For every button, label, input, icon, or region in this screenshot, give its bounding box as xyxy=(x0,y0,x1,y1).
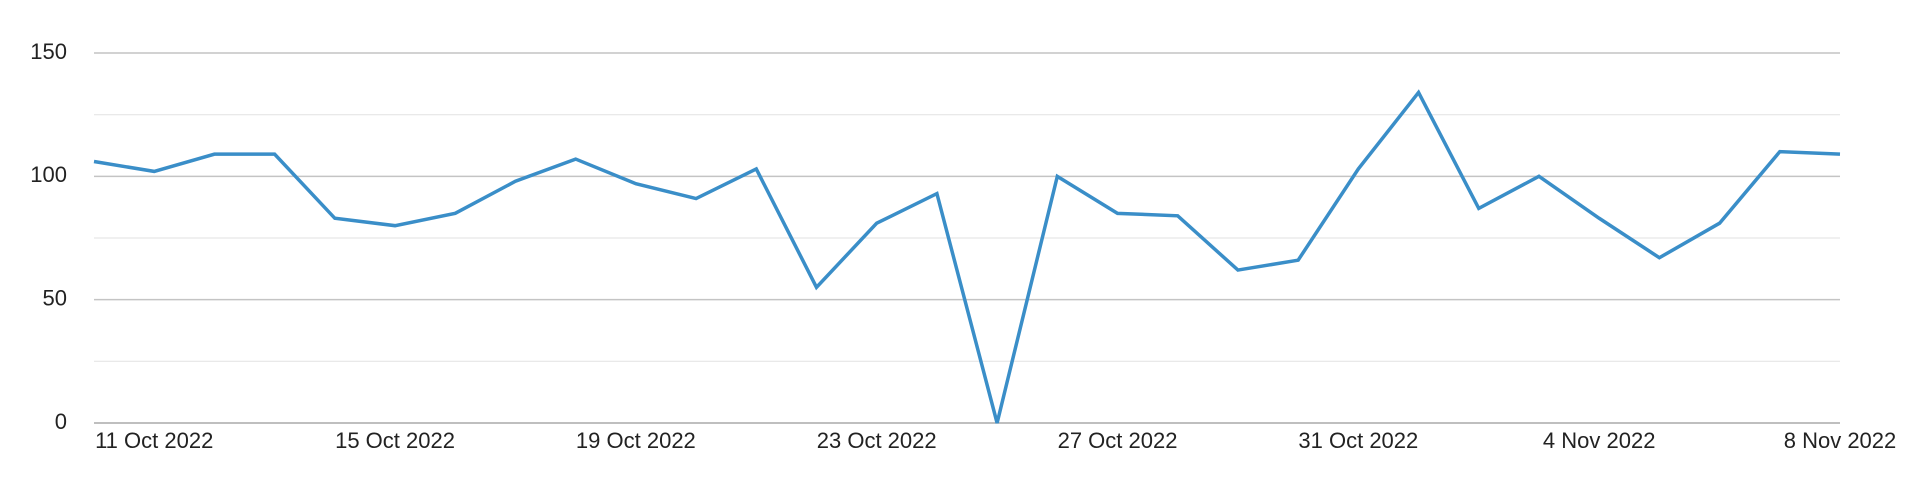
x-tick-label: 19 Oct 2022 xyxy=(576,428,696,453)
x-tick-label: 23 Oct 2022 xyxy=(817,428,937,453)
y-tick-label: 0 xyxy=(55,409,67,434)
x-tick-label: 11 Oct 2022 xyxy=(95,428,213,453)
x-tick-label: 27 Oct 2022 xyxy=(1058,428,1178,453)
y-tick-label: 150 xyxy=(30,39,67,64)
y-tick-label: 50 xyxy=(43,285,67,310)
line-series xyxy=(93,89,1841,424)
x-tick-label: 4 Nov 2022 xyxy=(1543,428,1656,453)
x-tick-label: 31 Oct 2022 xyxy=(1298,428,1418,453)
x-tick-label: 8 Nov 2022 xyxy=(1784,428,1897,453)
y-tick-label: 100 xyxy=(30,162,67,187)
x-tick-label: 15 Oct 2022 xyxy=(335,428,455,453)
